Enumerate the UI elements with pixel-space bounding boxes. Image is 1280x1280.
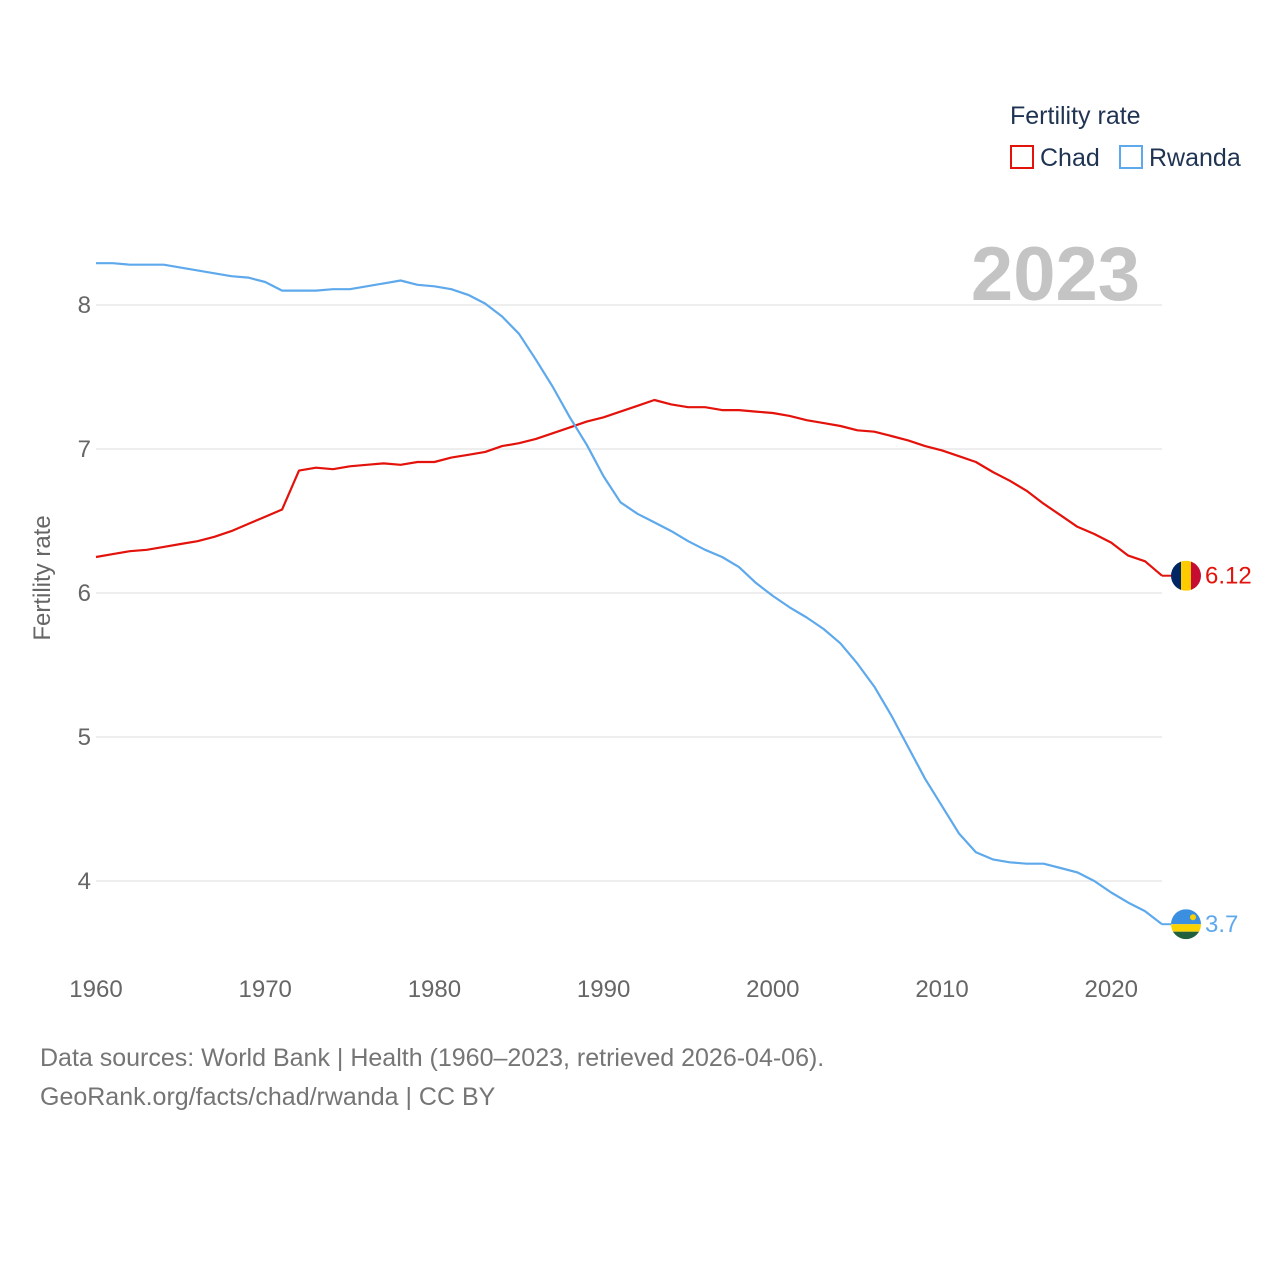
x-tick-label: 1990 [577, 976, 630, 1003]
end-value-chad: 6.12 [1205, 563, 1252, 590]
series-endpoints: 6.12 3.7 [1162, 560, 1252, 940]
source-url-license: GeoRank.org/facts/chad/rwanda | CC BY [40, 1083, 496, 1111]
x-tick-label: 2020 [1085, 976, 1138, 1003]
current-year-label: 2023 [971, 232, 1140, 317]
end-value-rwanda: 3.7 [1205, 911, 1238, 938]
y-tick-label: 5 [78, 724, 91, 751]
grid-lines [96, 304, 1162, 882]
legend-swatch-rwanda [1119, 145, 1143, 169]
legend-label-chad: Chad [1040, 144, 1100, 172]
y-tick-label: 6 [78, 580, 91, 607]
legend-title: Fertility rate [1010, 102, 1141, 130]
x-tick-label: 1960 [69, 976, 122, 1003]
data-source-note: Data sources: World Bank | Health (1960–… [40, 1044, 825, 1072]
legend-swatch-chad [1010, 145, 1034, 169]
x-tick-label: 2000 [746, 976, 799, 1003]
legend-item-rwanda[interactable]: Rwanda [1119, 144, 1241, 172]
axis-ticks: 4 5 6 7 8 1960 1970 1980 1990 2000 2010 2020 [69, 292, 1138, 1003]
y-tick-label: 4 [78, 868, 91, 895]
series-lines [95, 262, 1163, 926]
flag-chad-icon [1171, 560, 1201, 591]
x-tick-label: 1970 [239, 976, 292, 1003]
legend[interactable]: Fertility rate Chad Rwanda [1010, 102, 1241, 172]
x-tick-label: 1980 [408, 976, 461, 1003]
series-line-rwanda [96, 262, 1163, 926]
y-axis-title: Fertility rate [29, 515, 56, 640]
legend-item-chad[interactable]: Chad [1010, 144, 1100, 172]
x-tick-label: 2010 [915, 976, 968, 1003]
y-tick-label: 7 [78, 436, 91, 463]
legend-label-rwanda: Rwanda [1149, 144, 1241, 172]
flag-rwanda-icon [1171, 909, 1201, 940]
series-line-chad [95, 398, 1163, 577]
y-tick-label: 8 [78, 292, 91, 319]
